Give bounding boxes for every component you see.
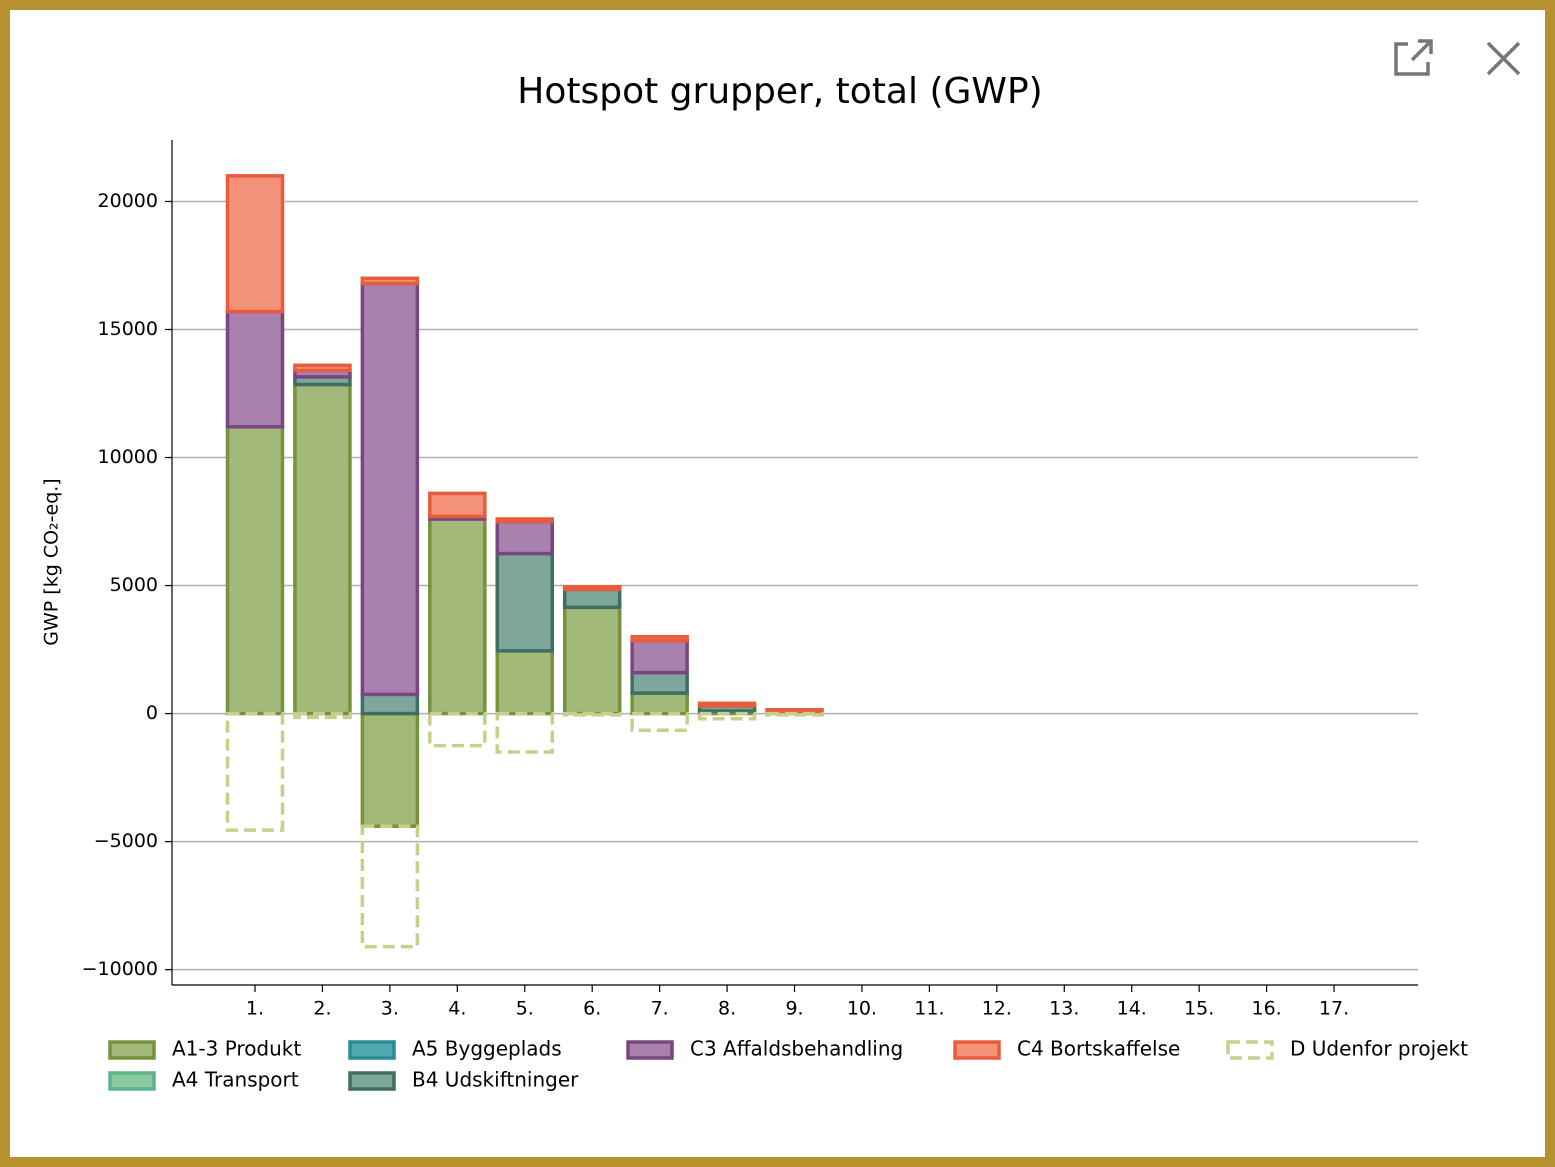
x-tick-label: 13. [1049,998,1079,1020]
y-tick-label: 15000 [98,318,158,340]
legend-label: A1-3 Produkt [172,1037,301,1061]
bar-segment [360,692,420,716]
bar-segment [293,363,352,373]
legend-label: A4 Transport [172,1068,299,1092]
bar-segment [428,491,487,519]
bar-segment [630,638,689,675]
x-tick-label: 11. [914,998,944,1020]
legend-label: D Udenfor projekt [1290,1037,1468,1061]
bar-segment [495,551,555,653]
bar-segment [630,711,689,732]
bar-segment [225,711,285,832]
bar-segment [293,382,352,716]
x-tick-label: 5. [516,998,534,1020]
legend-label: A5 Byggeplads [412,1037,562,1061]
y-tick-label: −10000 [82,958,158,980]
y-tick-label: 10000 [98,446,158,468]
legend-label: C4 Bortskaffelse [1017,1037,1180,1061]
bar-segment [765,711,824,717]
close-icon[interactable] [1486,41,1521,76]
legend-label: C3 Affaldsbehandling [690,1037,903,1061]
legend-swatch [108,1040,156,1060]
x-tick-label: 10. [847,998,877,1020]
bar-segment [562,587,622,610]
x-tick-label: 14. [1117,998,1147,1020]
bar-segment [495,519,555,556]
bar-segment [225,309,285,429]
bar-segment [697,711,757,721]
x-tick-label: 12. [982,998,1012,1020]
legend-label: B4 Udskiftninger [412,1068,579,1092]
y-axis-label: GWP [kg CO₂-eq.] [41,478,63,645]
bar-segment [495,517,555,524]
bar-segment [562,711,622,717]
bar-segment [630,635,689,643]
x-tick-label: 4. [448,998,466,1020]
bar-segment [697,701,757,708]
bar-segment [630,670,689,695]
x-tick-label: 17. [1319,998,1349,1020]
legend-swatch [348,1071,396,1091]
legend-swatch [626,1040,674,1060]
bar-segment [562,585,622,592]
bar-segment [360,276,420,286]
bar-segment [225,174,285,314]
x-tick-label: 8. [718,998,736,1020]
bar-segment [428,711,487,748]
bar-segment [360,711,420,828]
x-tick-label: 7. [651,998,669,1020]
bar-segment [562,605,622,716]
x-tick-label: 3. [381,998,399,1020]
x-tick-label: 9. [785,998,803,1020]
chart-title: Hotspot grupper, total (GWP) [517,71,1042,112]
x-tick-label: 16. [1251,998,1281,1020]
x-tick-label: 1. [246,998,264,1020]
y-tick-label: 5000 [110,574,158,596]
open-external-icon[interactable] [1394,39,1433,76]
bar-segment [225,425,285,716]
bar-segment [360,824,420,949]
legend-swatch [348,1040,396,1060]
legend-swatch [953,1040,1001,1060]
bar-segment [495,711,555,754]
bar-segment [495,649,555,716]
bar-segment [293,711,352,720]
x-tick-label: 6. [583,998,601,1020]
x-tick-label: 15. [1184,998,1214,1020]
y-tick-label: −5000 [94,830,158,852]
y-tick-label: 20000 [98,190,158,212]
x-tick-label: 2. [313,998,331,1020]
legend-swatch [108,1071,156,1091]
bar-segment [630,691,689,716]
bar-segment [360,281,420,697]
legend-swatch [1226,1040,1274,1060]
y-tick-label: 0 [146,702,158,724]
bar-segment [428,517,487,716]
